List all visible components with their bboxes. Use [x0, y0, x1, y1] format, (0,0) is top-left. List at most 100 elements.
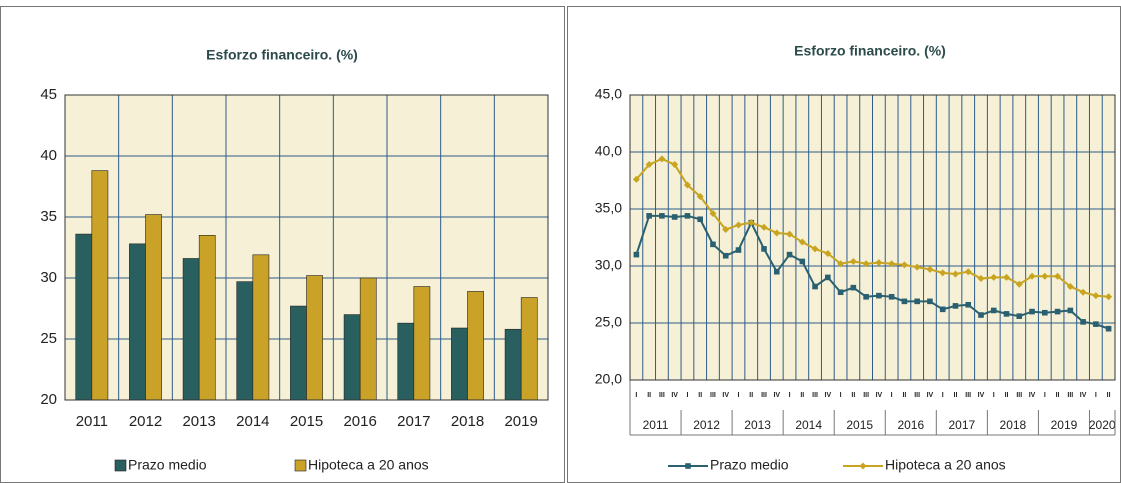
marker — [990, 273, 998, 281]
x-tick-label: 2018 — [451, 413, 484, 430]
quarter-label: IV — [671, 392, 678, 399]
marker — [658, 155, 666, 163]
x-tick-label: 2013 — [182, 413, 215, 430]
marker — [825, 274, 831, 281]
marker — [1042, 309, 1048, 316]
bar — [504, 328, 522, 401]
marker — [1105, 293, 1113, 301]
marker — [1054, 308, 1061, 315]
marker — [850, 284, 857, 291]
marker — [849, 257, 857, 265]
marker — [671, 161, 679, 169]
marker — [773, 229, 781, 237]
marker — [786, 230, 794, 238]
y-tick-label: 20 — [40, 391, 57, 408]
marker — [876, 292, 882, 299]
quarter-label: III — [812, 392, 818, 399]
plot-border — [64, 94, 549, 401]
marker — [1067, 307, 1074, 314]
marker — [1029, 308, 1035, 315]
marker — [875, 259, 883, 267]
year-label: 2013 — [744, 418, 771, 432]
bar — [91, 170, 109, 401]
marker — [964, 268, 972, 276]
bar — [145, 214, 162, 401]
marker — [990, 307, 997, 314]
marker — [939, 306, 946, 313]
marker — [1028, 272, 1036, 280]
quarter-label: II — [698, 392, 702, 399]
legend-label: Prazo medio — [710, 457, 789, 473]
marker — [888, 293, 895, 300]
x-tick-label: 2015 — [290, 413, 323, 430]
marker — [685, 463, 691, 469]
marker — [862, 260, 870, 268]
marker — [683, 181, 691, 189]
quarter-label: IV — [1029, 392, 1036, 399]
marker — [709, 210, 717, 218]
marker — [735, 247, 742, 253]
marker — [1003, 273, 1011, 281]
marker — [811, 245, 819, 253]
bar — [182, 258, 200, 401]
marker — [859, 462, 867, 470]
y-tick-label: 40,0 — [595, 143, 622, 159]
marker — [914, 298, 920, 305]
marker — [734, 221, 742, 229]
quarter-label: IV — [825, 392, 832, 399]
marker — [633, 251, 640, 258]
quarter-label: II — [800, 392, 804, 399]
quarter-label: II — [954, 392, 958, 399]
quarter-label: I — [840, 392, 842, 399]
marker — [799, 258, 806, 265]
quarter-label: I — [993, 392, 995, 399]
y-tick-label: 45 — [40, 86, 57, 103]
y-tick-label: 25,0 — [595, 314, 622, 330]
year-label: 2019 — [1051, 418, 1078, 432]
quarter-label: IV — [773, 392, 780, 399]
quarter-label: II — [749, 392, 753, 399]
x-tick-label: 2017 — [397, 413, 430, 430]
quarter-label: III — [965, 392, 971, 399]
quarter-label: II — [902, 392, 906, 399]
quarter-label: III — [1016, 392, 1022, 399]
y-tick-label: 25 — [40, 330, 57, 347]
quarter-label: I — [1044, 392, 1046, 399]
chart-title: Esforzo financeiro. (%) — [206, 47, 358, 63]
quarter-label: I — [1095, 392, 1097, 399]
quarter-label: III — [761, 392, 767, 399]
bar — [520, 297, 538, 401]
quarter-label: III — [659, 392, 665, 399]
marker — [837, 289, 844, 296]
bar — [451, 327, 468, 401]
quarter-label: I — [789, 392, 791, 399]
x-tick-label: 2012 — [129, 413, 162, 430]
marker — [671, 214, 678, 220]
bar — [359, 277, 377, 401]
chart-title: Esforzo financeiro. (%) — [794, 43, 946, 59]
marker — [1015, 280, 1023, 288]
bar — [413, 286, 431, 401]
bar — [129, 243, 146, 401]
marker — [1080, 319, 1086, 325]
marker — [710, 241, 716, 248]
plot-border — [629, 94, 1116, 381]
bar — [467, 291, 484, 401]
quarter-label: IV — [722, 392, 729, 399]
marker — [837, 260, 845, 268]
marker — [913, 263, 921, 271]
marker — [977, 275, 985, 283]
y-tick-label: 35,0 — [595, 200, 622, 216]
bar — [252, 254, 270, 401]
marker — [965, 301, 972, 308]
marker — [952, 303, 959, 309]
year-label: 2014 — [795, 418, 822, 432]
quarter-label: II — [647, 392, 651, 399]
quarter-label: II — [1005, 392, 1009, 399]
x-tick-label: 2011 — [76, 413, 108, 430]
marker — [1093, 321, 1099, 327]
quarter-label: III — [1067, 392, 1073, 399]
marker — [632, 175, 640, 183]
marker — [646, 213, 652, 219]
